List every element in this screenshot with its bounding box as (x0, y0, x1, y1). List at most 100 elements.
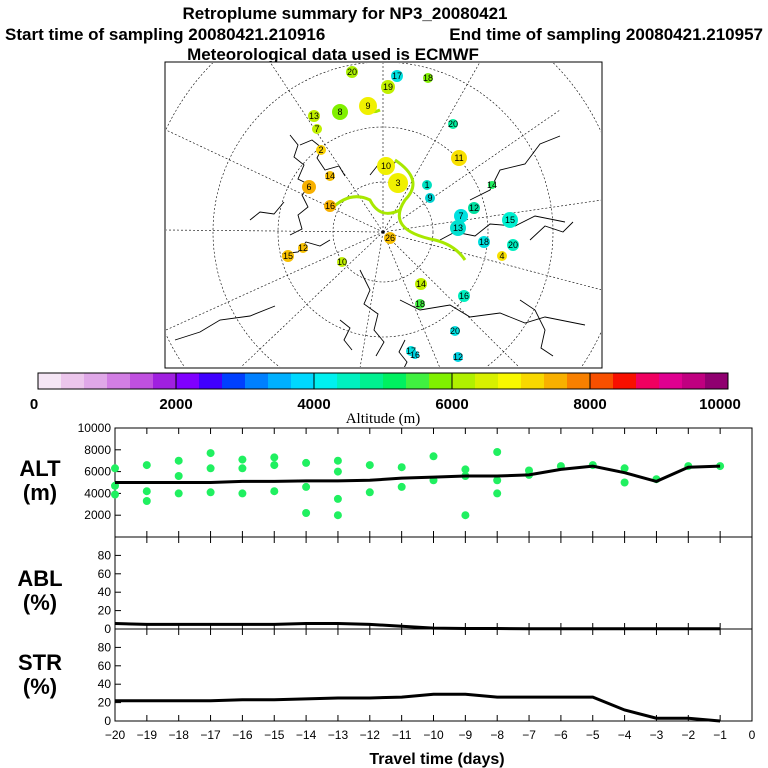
map-marker (282, 250, 294, 262)
x-tick-label: −14 (296, 728, 317, 742)
alt-point (302, 458, 311, 467)
colorbar-swatch (84, 373, 108, 389)
map-marker (346, 66, 358, 78)
colorbar-swatch (130, 373, 154, 389)
alt-point (206, 488, 215, 497)
y-tick-label: 10000 (78, 421, 112, 435)
map-marker (458, 290, 470, 302)
colorbar-swatch (613, 373, 637, 389)
alt-point (238, 489, 247, 498)
x-tick-label: −20 (105, 728, 126, 742)
x-tick-label: −17 (200, 728, 221, 742)
alt-point (461, 511, 470, 520)
colorbar-tick: 2000 (159, 396, 192, 413)
colorbar-swatch (107, 373, 131, 389)
x-tick-label: −4 (618, 728, 632, 742)
colorbar-tick: 6000 (435, 396, 468, 413)
colorbar-swatch (452, 373, 476, 389)
colorbar-swatch (521, 373, 545, 389)
colorbar-swatch (245, 373, 269, 389)
colorbar-swatch (176, 373, 200, 389)
map-marker-label: 17 (392, 71, 402, 81)
colorbar-swatch (475, 373, 499, 389)
x-tick-label: −15 (264, 728, 285, 742)
alt-point (397, 463, 406, 472)
panel-frame (114, 536, 753, 630)
y-tick-label: 6000 (84, 465, 111, 479)
series-line (115, 692, 721, 723)
alt-point (270, 487, 279, 496)
alt-point (461, 465, 470, 474)
alt-point (333, 456, 342, 465)
alt-point (365, 461, 374, 470)
start-sampling-text: Start time of sampling 20080421.210916 (5, 25, 325, 44)
alt-point (333, 494, 342, 503)
x-tick-label: −13 (328, 728, 349, 742)
alt-point (302, 482, 311, 491)
map-marker-label: 1 (424, 180, 429, 190)
map-marker (422, 180, 432, 190)
map-marker (391, 70, 403, 82)
map-marker-label: 14 (416, 279, 426, 289)
map-marker (308, 110, 320, 122)
map-marker (450, 326, 460, 336)
map-marker-label: 26 (385, 233, 395, 243)
time-series-panels: 2000 4000 6000 8000 10000 0 20 40 60 80 0 20 40 60 80 −… (78, 421, 756, 742)
colorbar-tick: 8000 (573, 396, 606, 413)
colorbar-swatch (567, 373, 591, 389)
colorbar-tick: 10000 (699, 396, 741, 413)
map-marker (448, 119, 458, 129)
map-marker (453, 352, 463, 362)
map-marker-label: 19 (383, 82, 393, 92)
map-marker (388, 173, 408, 193)
colorbar-swatch (38, 373, 62, 389)
map-marker (298, 243, 308, 253)
alt-point (238, 455, 247, 464)
map-marker (468, 202, 480, 214)
str-unit-label: (%) (23, 674, 57, 699)
panel-frame (114, 628, 753, 722)
map-marker-label: 18 (415, 299, 425, 309)
map-marker (312, 124, 322, 134)
colorbar-swatch (222, 373, 246, 389)
series-line (115, 464, 721, 484)
alt-point (142, 461, 151, 470)
map-marker-label: 20 (347, 67, 357, 77)
colorbar-label: Altitude (m) (346, 411, 421, 427)
x-axis-label: Travel time (days) (369, 751, 504, 768)
colorbar-swatch (337, 373, 361, 389)
altitude-colorbar: 0 2000 4000 6000 8000 10000 Altitude (m) (30, 372, 741, 427)
map-marker (415, 299, 425, 309)
alt-point (493, 448, 502, 456)
map-marker-label: 12 (298, 243, 308, 253)
colorbar-swatch (682, 373, 706, 389)
colorbar-swatch (636, 373, 660, 389)
alt-point (493, 489, 502, 498)
map-marker (497, 251, 507, 261)
map-marker (415, 278, 427, 290)
alt-point (142, 487, 151, 496)
map-marker-label: 13 (309, 111, 319, 121)
x-tick-label: −2 (681, 728, 695, 742)
colorbar-swatch (659, 373, 683, 389)
x-tick-label: −16 (232, 728, 253, 742)
y-tick-label: 80 (98, 640, 112, 654)
map-grid (166, 63, 601, 367)
colorbar-swatch (268, 373, 292, 389)
x-tick-label: −12 (360, 728, 381, 742)
map-marker (411, 351, 419, 359)
map-marker-label: 16 (325, 201, 335, 211)
y-tick-label: 20 (98, 604, 112, 618)
map-marker-label: 10 (337, 257, 347, 267)
map-marker-label: 18 (479, 237, 489, 247)
y-tick-label: 60 (98, 567, 112, 581)
map-marker (507, 239, 519, 251)
met-data-text: Meteorological data used is ECMWF (187, 45, 479, 64)
map-marker-label: 14 (325, 171, 335, 181)
colorbar-swatch (314, 373, 338, 389)
map-marker (454, 209, 468, 223)
end-sampling-text: End time of sampling 20080421.210957 (449, 25, 763, 44)
map-marker (302, 180, 316, 194)
colorbar-swatch (61, 373, 85, 389)
